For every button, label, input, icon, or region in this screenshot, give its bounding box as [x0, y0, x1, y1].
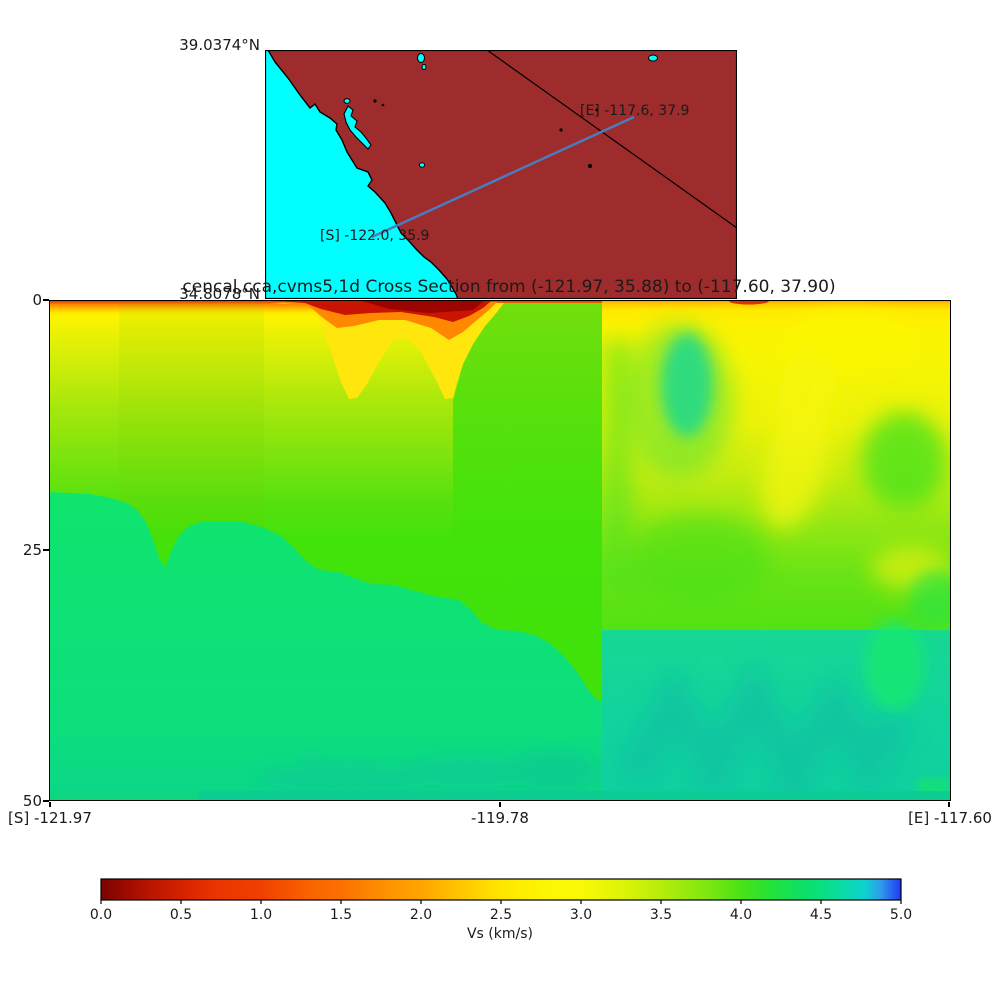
colorbar-tick-3.0: 3.0 — [569, 907, 593, 923]
colorbar-gradient — [101, 879, 901, 900]
colorbar-canvas — [100, 878, 902, 904]
x-tick-label-mid: -119.78 — [471, 809, 529, 827]
colorbar-tick-1.5: 1.5 — [329, 907, 353, 923]
colorbar-tick-2.5: 2.5 — [489, 907, 513, 923]
map-coastline — [267, 50, 459, 299]
colorbar — [95, 874, 910, 906]
left-model-block — [49, 300, 602, 801]
cross-section-plot — [49, 300, 951, 802]
map-ocean — [265, 50, 458, 299]
map-state-border-line — [486, 50, 737, 229]
colorbar-tick-3.5: 3.5 — [649, 907, 673, 923]
x-tick-start — [49, 802, 51, 807]
y-tick-25 — [43, 549, 49, 551]
map-dot-3 — [559, 128, 563, 132]
map-reservoir — [418, 162, 426, 168]
colorbar-tick-5.0: 5.0 — [889, 907, 913, 923]
x-tick-mid — [499, 802, 501, 807]
colorbar-tick-0.5: 0.5 — [169, 907, 193, 923]
map-dot-1 — [373, 99, 377, 103]
map-lat-top-label: 39.0374°N — [179, 36, 260, 54]
map-section-line — [371, 115, 635, 239]
x-tick-label-end: [E] -117.60 — [908, 809, 992, 827]
y-tick-label-50: 50 — [22, 792, 42, 810]
map-inset — [265, 50, 737, 299]
map-sf-bay — [343, 105, 372, 150]
right-model-block — [602, 300, 951, 801]
map-end-annotation: [E] -117.6, 37.9 — [580, 103, 690, 119]
y-tick-label-25: 25 — [22, 541, 42, 559]
map-frame — [265, 50, 737, 299]
plot-title: cencal,cca,cvms5,1d Cross Section from (… — [182, 277, 836, 297]
colorbar-axis-label: Vs (km/s) — [466, 926, 533, 942]
map-lake-tahoe — [417, 53, 425, 63]
y-tick-0 — [43, 299, 49, 301]
x-tick-label-start: [S] -121.97 — [8, 809, 92, 827]
map-dot-4 — [588, 164, 592, 168]
map-dot-2 — [381, 103, 385, 107]
colorbar-tick-2.0: 2.0 — [409, 907, 433, 923]
map-small-lake — [421, 64, 427, 70]
map-lat-bottom-label: 34.8078°N — [179, 285, 260, 303]
y-tick-label-0: 0 — [32, 291, 42, 309]
map-inset-canvas — [265, 50, 737, 299]
y-tick-50 — [43, 800, 49, 802]
map-san-pablo-bay — [343, 98, 351, 104]
colorbar-tick-1.0: 1.0 — [249, 907, 273, 923]
map-dot-5 — [595, 108, 599, 112]
basal-layer-strip — [49, 791, 951, 801]
basal-layer-strip-left — [49, 791, 199, 801]
cross-section-canvas — [49, 300, 951, 801]
colorbar-tickmarks — [100, 900, 902, 904]
x-tick-end — [948, 802, 950, 807]
colorbar-tick-4.0: 4.0 — [729, 907, 753, 923]
colorbar-tick-4.5: 4.5 — [809, 907, 833, 923]
map-start-annotation: [S] -122.0, 35.9 — [320, 228, 430, 244]
map-mono-lake — [648, 54, 658, 62]
colorbar-tick-0.0: 0.0 — [89, 907, 113, 923]
plot-frame — [49, 300, 951, 801]
